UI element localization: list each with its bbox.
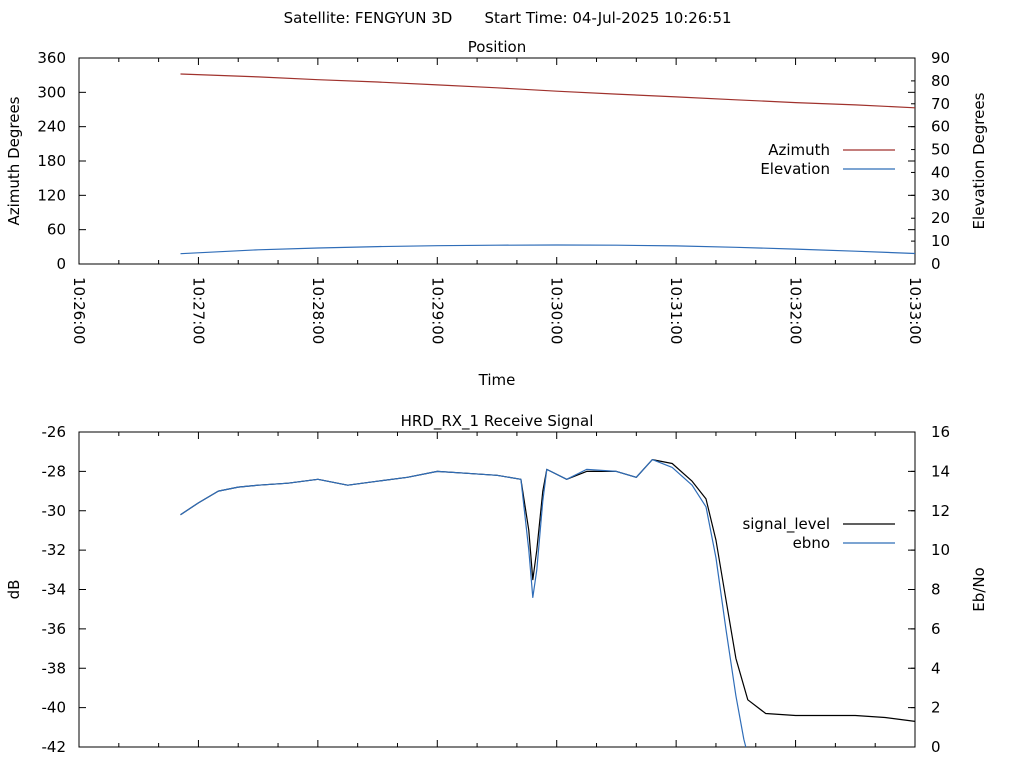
y-tick-label: -34	[42, 581, 67, 599]
x-tick-label: 10:28:00	[309, 277, 327, 344]
y-tick-label: 300	[37, 83, 66, 101]
y-tick-label: 0	[56, 255, 66, 273]
y2-tick-label: 0	[931, 738, 941, 756]
y-tick-label: 240	[37, 118, 66, 136]
y2-tick-label: 40	[931, 163, 950, 181]
y2-tick-label: 50	[931, 141, 950, 159]
y-tick-label: -42	[42, 738, 67, 756]
y2-axis-label: Elevation Degrees	[970, 92, 988, 229]
x-axis-label: Time	[478, 371, 516, 389]
y-tick-label: -38	[42, 659, 67, 677]
x-tick-label: 10:27:00	[189, 277, 207, 344]
y-tick-label: 360	[37, 49, 66, 67]
y2-tick-label: 14	[931, 462, 950, 480]
y-axis-label: Azimuth Degrees	[5, 96, 23, 225]
y2-tick-label: 6	[931, 620, 941, 638]
legend-label-ebno: ebno	[793, 534, 830, 552]
y-tick-label: 120	[37, 186, 66, 204]
y-tick-label: -36	[42, 620, 67, 638]
y2-tick-label: 10	[931, 541, 950, 559]
y-tick-label: -26	[42, 423, 67, 441]
legend-label-elevation: Elevation	[760, 160, 830, 178]
chart-title: Position	[468, 38, 526, 56]
x-tick-label: 10:31:00	[667, 277, 685, 344]
receive-signal-chart: HRD_RX_1 Receive Signal -26 -28 -30 -32 -34 -3…	[5, 412, 988, 756]
y2-tick-label: 90	[931, 49, 950, 67]
y-axis-label: dB	[5, 580, 23, 600]
y2-tick-label: 10	[931, 232, 950, 250]
series-line-ebno	[180, 459, 747, 748]
x-tick-label: 10:32:00	[787, 277, 805, 344]
position-chart: Position 0 60 120 180 240 300 360 0 10 20 30 40 50 60 7…	[5, 38, 988, 389]
y2-tick-label: 12	[931, 502, 950, 520]
y2-axis-label: Eb/No	[970, 567, 988, 611]
start-time-label: Start Time: 04-Jul-2025 10:26:51	[484, 9, 731, 27]
series-line-elevation	[180, 244, 916, 255]
x-tick-label: 10:33:00	[906, 277, 924, 344]
y2-tick-label: 30	[931, 186, 950, 204]
y-tick-label: 180	[37, 152, 66, 170]
x-tick-label: 10:29:00	[428, 277, 446, 344]
y-tick-label: -28	[42, 462, 67, 480]
y2-tick-label: 0	[931, 255, 941, 273]
legend-label-signal-level: signal_level	[742, 515, 830, 534]
y2-tick-label: 60	[931, 118, 950, 136]
y2-tick-label: 8	[931, 581, 941, 599]
series-line-azimuth	[180, 73, 916, 109]
y2-tick-label: 70	[931, 95, 950, 113]
y2-tick-label: 16	[931, 423, 950, 441]
x-tick-label: 10:30:00	[548, 277, 566, 344]
y-tick-label: 60	[47, 221, 66, 239]
satellite-label: Satellite: FENGYUN 3D	[284, 9, 453, 27]
legend-label-azimuth: Azimuth	[768, 141, 830, 159]
x-tick-label: 10:26:00	[70, 277, 88, 344]
y2-tick-label: 4	[931, 659, 941, 677]
y-tick-label: -40	[42, 699, 67, 717]
y-tick-label: -32	[42, 541, 67, 559]
y2-tick-label: 20	[931, 209, 950, 227]
y2-tick-label: 80	[931, 72, 950, 90]
chart-title: HRD_RX_1 Receive Signal	[401, 412, 594, 431]
y2-tick-label: 2	[931, 699, 941, 717]
y-tick-label: -30	[42, 502, 67, 520]
